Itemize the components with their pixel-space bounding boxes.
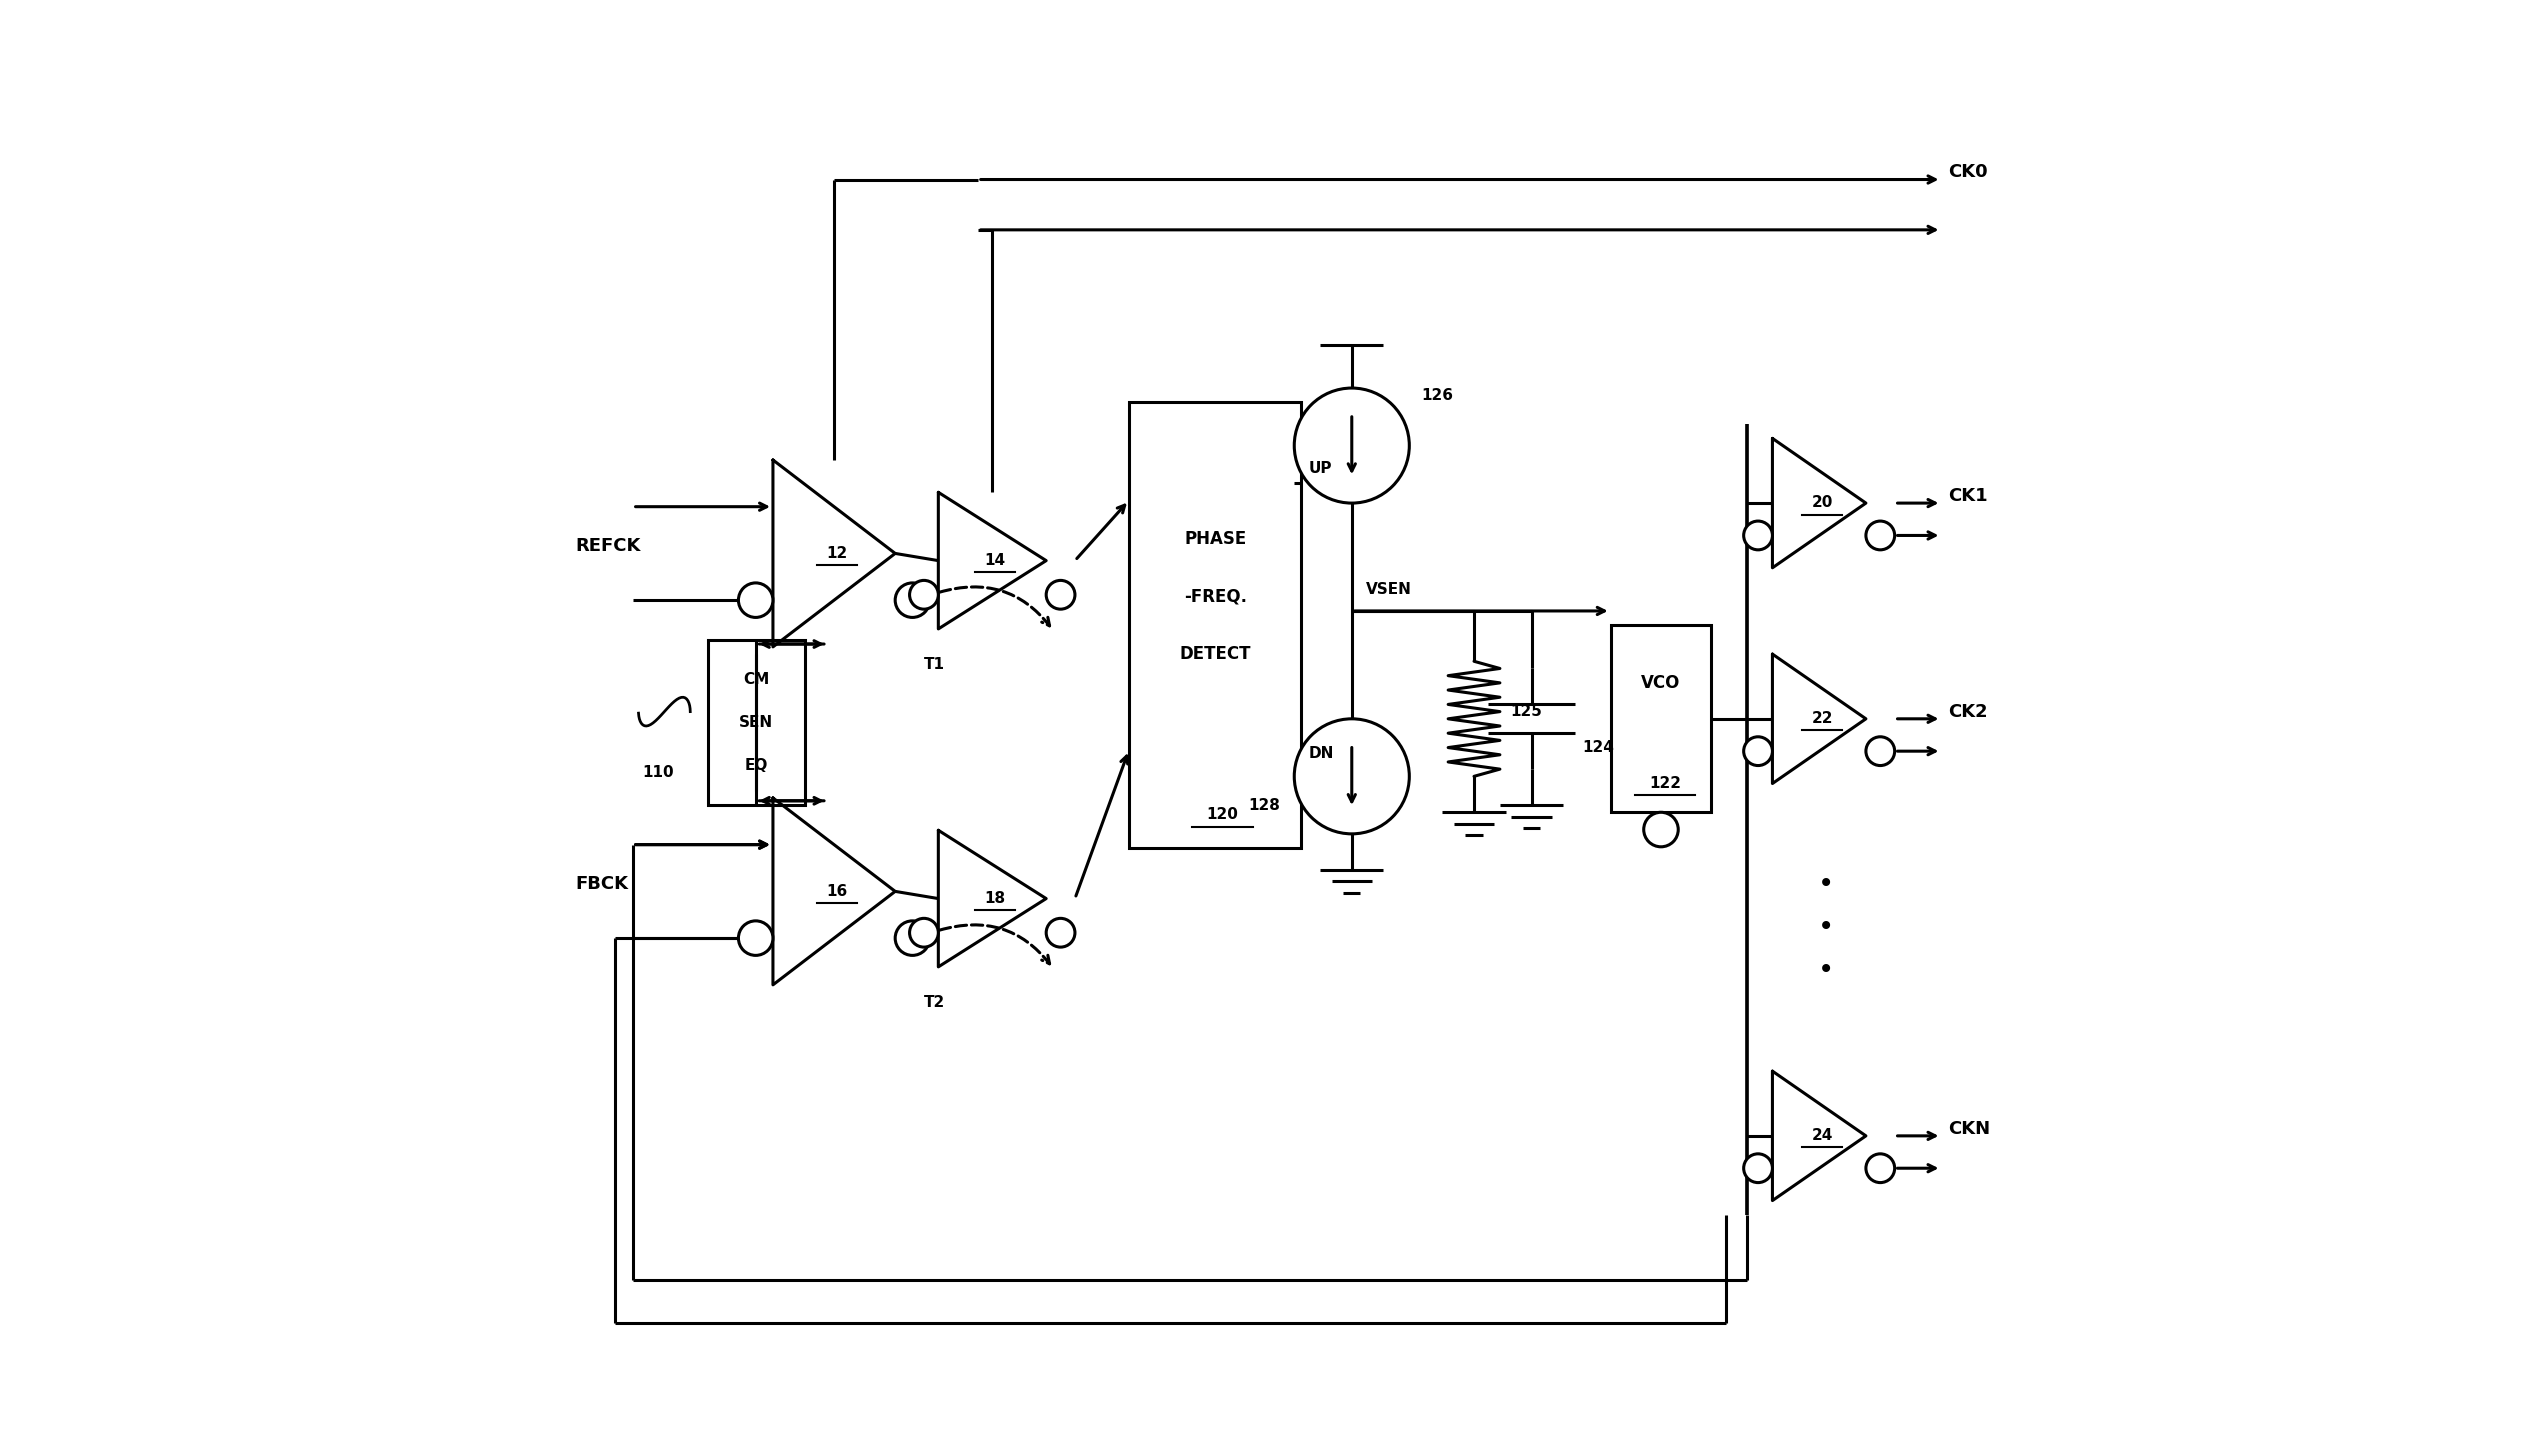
- Text: 126: 126: [1420, 388, 1453, 402]
- Circle shape: [909, 918, 939, 947]
- Text: PHASE: PHASE: [1185, 530, 1245, 547]
- Text: 14: 14: [985, 553, 1005, 568]
- Text: 120: 120: [1207, 807, 1238, 822]
- Text: •: •: [1817, 870, 1835, 899]
- Circle shape: [1293, 719, 1410, 833]
- Circle shape: [1744, 1154, 1772, 1182]
- Text: SEN: SEN: [739, 714, 774, 730]
- Text: UP: UP: [1309, 460, 1331, 476]
- Text: 18: 18: [985, 890, 1005, 906]
- Circle shape: [1865, 736, 1896, 765]
- Text: 20: 20: [1812, 495, 1832, 510]
- Circle shape: [739, 582, 772, 617]
- Text: DN: DN: [1309, 746, 1334, 761]
- Text: CK2: CK2: [1949, 703, 1989, 720]
- Bar: [1610, 626, 1711, 812]
- Text: 125: 125: [1511, 704, 1541, 719]
- Text: 16: 16: [825, 884, 848, 899]
- Text: •: •: [1817, 957, 1835, 984]
- Text: -FREQ.: -FREQ.: [1185, 588, 1248, 605]
- Text: VSEN: VSEN: [1367, 582, 1412, 597]
- Circle shape: [1293, 388, 1410, 502]
- Text: CM: CM: [744, 672, 769, 687]
- Text: 24: 24: [1812, 1128, 1832, 1143]
- Text: 124: 124: [1582, 741, 1615, 755]
- Circle shape: [896, 921, 929, 955]
- Text: 110: 110: [643, 765, 673, 780]
- Text: 122: 122: [1650, 775, 1681, 791]
- Text: 128: 128: [1248, 797, 1281, 813]
- Text: VCO: VCO: [1640, 674, 1681, 691]
- Text: 22: 22: [1812, 711, 1832, 726]
- Text: EQ: EQ: [744, 758, 767, 772]
- Text: FBCK: FBCK: [575, 876, 628, 893]
- Circle shape: [1744, 736, 1772, 765]
- Circle shape: [1045, 918, 1076, 947]
- Text: DETECT: DETECT: [1179, 645, 1250, 664]
- Circle shape: [1865, 521, 1896, 550]
- Circle shape: [909, 581, 939, 610]
- Text: CK1: CK1: [1949, 486, 1989, 505]
- Text: CKN: CKN: [1949, 1119, 1992, 1138]
- Circle shape: [1045, 581, 1076, 610]
- Text: REFCK: REFCK: [575, 537, 640, 555]
- Text: •: •: [1817, 913, 1835, 941]
- Text: T2: T2: [924, 995, 947, 1011]
- Bar: [709, 640, 805, 804]
- Circle shape: [896, 582, 929, 617]
- Circle shape: [739, 921, 772, 955]
- Circle shape: [1744, 521, 1772, 550]
- Circle shape: [1865, 1154, 1896, 1182]
- Text: 12: 12: [825, 546, 848, 560]
- Text: CK0: CK0: [1949, 163, 1989, 182]
- Bar: [1129, 402, 1301, 848]
- Circle shape: [1643, 812, 1678, 847]
- Text: T1: T1: [924, 658, 944, 672]
